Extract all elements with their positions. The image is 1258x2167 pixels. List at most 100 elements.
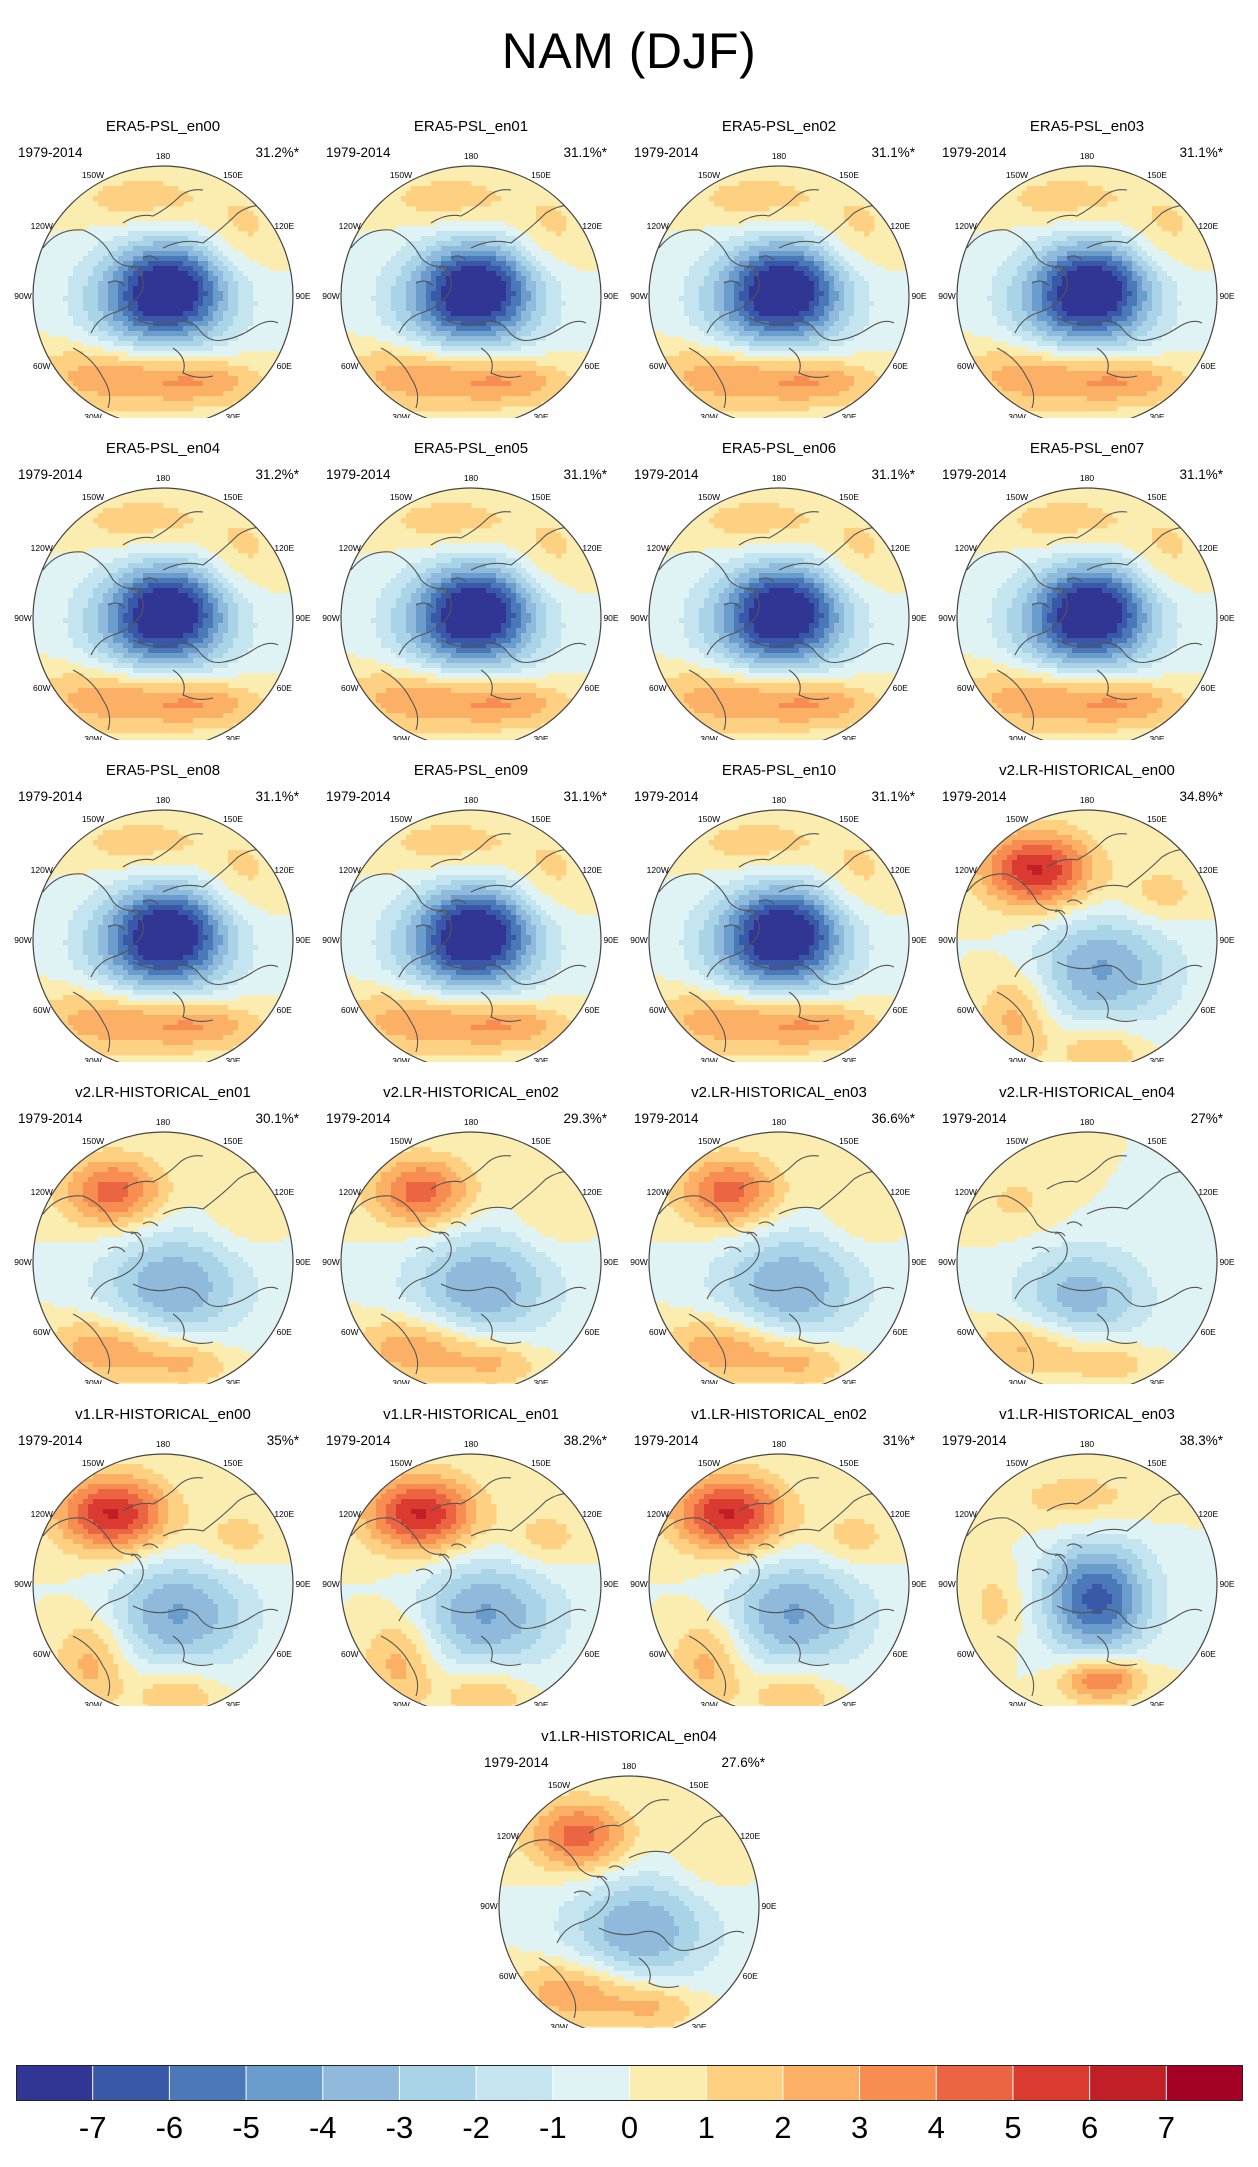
longitude-label: 120E <box>890 221 910 231</box>
polar-map: 180150E120E90E60E30E030W60W90W120W150W <box>630 151 927 418</box>
map-boundary <box>956 165 1218 418</box>
panel-period: 1979-2014 <box>326 1433 391 1448</box>
longitude-label: 90W <box>480 1901 497 1911</box>
panel-period: 1979-2014 <box>942 1433 1007 1448</box>
panel-title: v1.LR-HISTORICAL_en02 <box>629 1406 929 1423</box>
longitude-label: 30W <box>392 1378 409 1384</box>
longitude-label: 30E <box>841 1056 856 1062</box>
panel-period: 1979-2014 <box>634 1111 699 1126</box>
longitude-label: 90E <box>761 1901 776 1911</box>
map-panel: 180150E120E90E60E30E030W60W90W120W150WER… <box>321 440 621 740</box>
longitude-label: 60W <box>649 1005 666 1015</box>
longitude-label: 150W <box>1006 1458 1028 1468</box>
explained-variance: 31.2%* <box>255 467 299 482</box>
longitude-label: 90E <box>911 291 926 301</box>
longitude-label: 30W <box>84 412 101 418</box>
coastlines <box>42 511 279 731</box>
panel-title: v1.LR-HISTORICAL_en01 <box>321 1406 621 1423</box>
map-boundary <box>340 165 602 418</box>
longitude-label: 60E <box>277 1327 292 1337</box>
longitude-label: 180 <box>156 795 170 805</box>
longitude-label: 150W <box>390 170 412 180</box>
page-title: NAM (DJF) <box>0 22 1258 80</box>
longitude-label: 60E <box>1201 361 1216 371</box>
longitude-label: 90E <box>603 1257 618 1267</box>
longitude-label: 120W <box>955 221 977 231</box>
longitude-label: 60W <box>33 361 50 371</box>
map-panel: 180150E120E90E60E30E030W60W90W120W150WER… <box>321 762 621 1062</box>
colorbar-swatch <box>476 2065 554 2101</box>
longitude-label: 60W <box>33 1005 50 1015</box>
explained-variance: 38.3%* <box>1179 1433 1223 1448</box>
panel-title: v2.LR-HISTORICAL_en02 <box>321 1084 621 1101</box>
longitude-label: 150W <box>82 492 104 502</box>
map-panel: 180150E120E90E60E30E030W60W90W120W150Wv2… <box>13 1084 313 1384</box>
map-panel: 180150E120E90E60E30E030W60W90W120W150WER… <box>629 118 929 418</box>
longitude-label: 120E <box>274 221 294 231</box>
polar-map: 180150E120E90E60E30E030W60W90W120W150W <box>938 151 1235 418</box>
colorbar-swatch <box>936 2065 1014 2101</box>
longitude-label: 120E <box>274 543 294 553</box>
panel-title: ERA5-PSL_en03 <box>937 118 1237 135</box>
map-boundary <box>648 809 910 1062</box>
map-panel: 180150E120E90E60E30E030W60W90W120W150Wv1… <box>937 1406 1237 1706</box>
longitude-label: 60W <box>33 1649 50 1659</box>
map-boundary <box>340 809 602 1062</box>
longitude-label: 30E <box>533 1378 548 1384</box>
explained-variance: 38.2%* <box>563 1433 607 1448</box>
explained-variance: 31.1%* <box>1179 145 1223 160</box>
colorbar-swatch <box>782 2065 861 2101</box>
longitude-label: 150E <box>531 814 551 824</box>
longitude-label: 30W <box>392 1700 409 1706</box>
longitude-label: 60E <box>1201 1649 1216 1659</box>
colorbar-tick-label: -3 <box>369 2110 429 2146</box>
panel-title: ERA5-PSL_en08 <box>13 762 313 779</box>
longitude-label: 180 <box>772 151 786 161</box>
longitude-label: 60E <box>1201 1005 1216 1015</box>
coastlines <box>966 1477 1203 1697</box>
contour-field <box>33 488 293 740</box>
contour-field <box>649 166 909 418</box>
explained-variance: 31.1%* <box>563 145 607 160</box>
longitude-label: 60W <box>649 361 666 371</box>
longitude-label: 30E <box>841 734 856 740</box>
map-boundary <box>340 1131 602 1384</box>
panel-period: 1979-2014 <box>634 145 699 160</box>
longitude-label: 120E <box>890 1509 910 1519</box>
panel-period: 1979-2014 <box>18 789 83 804</box>
longitude-label: 30E <box>225 412 240 418</box>
map-panel: 180150E120E90E60E30E030W60W90W120W150Wv2… <box>937 762 1237 1062</box>
longitude-label: 90W <box>630 935 647 945</box>
panel-period: 1979-2014 <box>942 789 1007 804</box>
longitude-label: 60W <box>957 1327 974 1337</box>
colorbar-swatch <box>169 2065 247 2101</box>
longitude-label: 90E <box>911 1579 926 1589</box>
longitude-label: 120W <box>647 543 669 553</box>
panel-period: 1979-2014 <box>942 1111 1007 1126</box>
longitude-label: 120E <box>274 1187 294 1197</box>
longitude-label: 30W <box>392 1056 409 1062</box>
longitude-label: 90E <box>911 935 926 945</box>
colorbar-swatch <box>1089 2065 1167 2101</box>
longitude-label: 30E <box>1149 1378 1164 1384</box>
longitude-label: 120E <box>1198 543 1218 553</box>
polar-map: 180150E120E90E60E30E030W60W90W120W150W <box>14 795 311 1062</box>
map-boundary <box>956 487 1218 740</box>
polar-map: 180150E120E90E60E30E030W60W90W120W150W <box>322 151 619 418</box>
longitude-label: 60W <box>957 361 974 371</box>
longitude-label: 90E <box>1219 935 1234 945</box>
longitude-label: 30W <box>1008 1056 1025 1062</box>
contour-field <box>341 488 601 740</box>
longitude-label: 180 <box>464 795 478 805</box>
explained-variance: 31.2%* <box>255 145 299 160</box>
contour-field <box>957 166 1217 418</box>
longitude-label: 120W <box>31 1187 53 1197</box>
polar-map: 180150E120E90E60E30E030W60W90W120W150W <box>938 1117 1235 1384</box>
longitude-label: 90W <box>322 1257 339 1267</box>
contour-field <box>33 166 293 418</box>
longitude-label: 90E <box>1219 291 1234 301</box>
longitude-label: 30E <box>1149 1056 1164 1062</box>
longitude-label: 150W <box>698 492 720 502</box>
contour-field <box>341 1454 601 1706</box>
panel-period: 1979-2014 <box>326 467 391 482</box>
